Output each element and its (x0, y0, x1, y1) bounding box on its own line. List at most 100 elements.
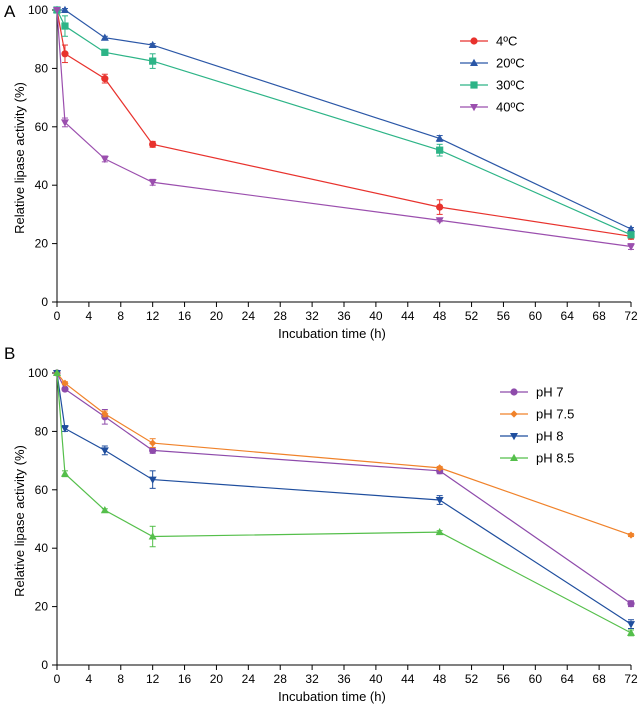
series-30-c (53, 6, 635, 239)
data-point (101, 48, 109, 56)
data-point (627, 621, 635, 629)
x-tick-label: 32 (305, 309, 319, 323)
y-tick-label: 80 (35, 61, 49, 75)
y-tick-label: 100 (28, 366, 48, 380)
series-ph-8-5 (53, 368, 635, 637)
series-line (56, 372, 632, 634)
series-20-c (53, 5, 635, 232)
y-tick-label: 20 (35, 237, 49, 251)
x-tick-label: 52 (465, 672, 479, 686)
y-tick-label: 0 (41, 658, 48, 672)
y-tick-label: 100 (28, 3, 48, 17)
x-tick-label: 12 (146, 672, 160, 686)
legend-entry: pH 7.5 (500, 407, 574, 422)
data-point (61, 22, 69, 30)
x-tick-label: 8 (117, 672, 124, 686)
legend-label: pH 8 (536, 429, 563, 444)
x-tick-label: 28 (274, 672, 288, 686)
data-point (60, 119, 69, 127)
data-point (148, 532, 157, 540)
series-40-c (53, 7, 635, 251)
data-point (627, 243, 635, 251)
y-tick-label: 60 (35, 120, 49, 134)
data-point (627, 600, 635, 608)
x-tick-label: 0 (54, 309, 61, 323)
data-point (100, 447, 109, 455)
data-point (100, 155, 109, 164)
data-point (53, 368, 61, 376)
series-line (56, 372, 632, 625)
legend-entry: pH 8.5 (500, 451, 574, 466)
y-tick-label: 80 (35, 424, 49, 438)
y-axis-label: Relative lipase activity (%) (12, 82, 27, 234)
series-4-c (53, 6, 635, 240)
data-point (53, 7, 61, 15)
legend-marker (510, 388, 518, 396)
legend-marker (470, 104, 478, 112)
legend-entry: 30ºC (460, 78, 525, 93)
x-tick-label: 56 (497, 672, 511, 686)
data-point (627, 531, 635, 539)
y-tick-label: 40 (35, 178, 49, 192)
x-tick-label: 52 (465, 309, 479, 323)
legend-marker (470, 37, 478, 45)
legend-label: pH 7 (536, 385, 563, 400)
legend-label: 20ºC (496, 56, 525, 71)
x-tick-label: 36 (337, 672, 351, 686)
y-axis-label: Relative lipase activity (%) (12, 445, 27, 597)
legend-entry: pH 7 (500, 385, 563, 400)
data-point (149, 57, 157, 65)
x-tick-label: 68 (592, 672, 606, 686)
series-line (56, 9, 632, 248)
data-point (60, 469, 69, 477)
data-point (435, 527, 444, 536)
x-tick-label: 48 (433, 672, 447, 686)
x-axis-label: Incubation time (h) (278, 326, 386, 341)
x-tick-label: 4 (86, 672, 93, 686)
x-tick-label: 20 (210, 309, 224, 323)
legend-marker (470, 81, 478, 89)
data-point (101, 75, 109, 83)
data-point (101, 410, 109, 418)
x-axis-label: Incubation time (h) (278, 689, 386, 704)
data-point (436, 464, 444, 472)
series-ph-7 (53, 369, 635, 608)
panel-letter: B (4, 344, 15, 363)
x-tick-label: 16 (178, 672, 192, 686)
legend-entry: 4ºC (460, 34, 517, 49)
x-tick-label: 32 (305, 672, 319, 686)
legend-entry: 20ºC (460, 56, 525, 71)
y-tick-label: 0 (41, 295, 48, 309)
data-point (149, 446, 157, 454)
data-point (100, 506, 109, 514)
data-point (149, 140, 157, 148)
x-tick-label: 24 (242, 672, 256, 686)
x-tick-label: 0 (54, 672, 61, 686)
data-point (436, 203, 444, 211)
x-tick-label: 4 (86, 309, 93, 323)
legend-entry: 40ºC (460, 100, 525, 115)
data-point (435, 497, 444, 505)
data-point (60, 5, 69, 13)
x-tick-label: 40 (369, 672, 383, 686)
x-tick-label: 40 (369, 309, 383, 323)
data-point (148, 40, 157, 49)
data-point (149, 439, 157, 447)
x-tick-label: 36 (337, 309, 351, 323)
x-tick-label: 56 (497, 309, 511, 323)
legend-marker (510, 453, 518, 461)
y-tick-label: 20 (35, 600, 49, 614)
x-tick-label: 8 (117, 309, 124, 323)
panel-letter: A (4, 2, 16, 21)
data-point (148, 476, 157, 484)
y-tick-label: 40 (35, 541, 49, 555)
legend-marker (470, 58, 478, 66)
x-tick-label: 44 (401, 309, 415, 323)
data-point (435, 217, 444, 225)
data-point (100, 33, 109, 41)
data-point (61, 379, 69, 387)
x-tick-label: 60 (529, 309, 543, 323)
data-point (627, 224, 635, 232)
